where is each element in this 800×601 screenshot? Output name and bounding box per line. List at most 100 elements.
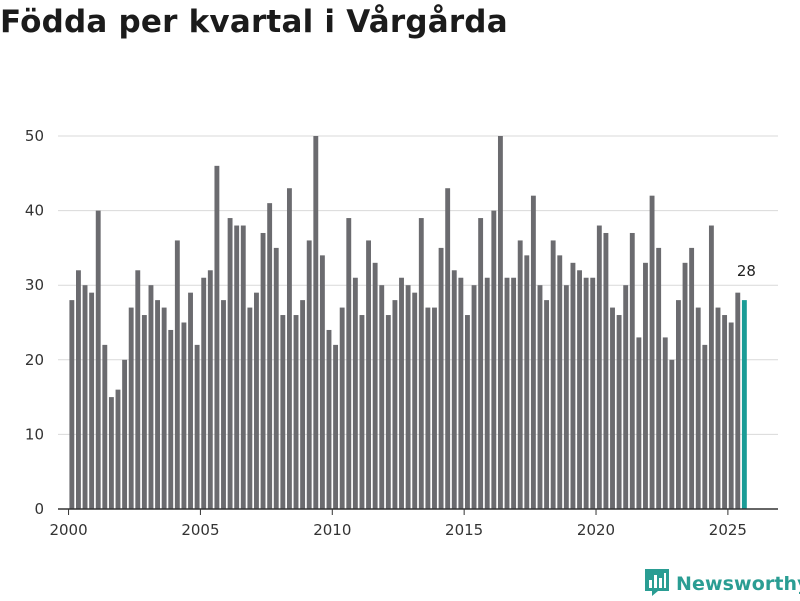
bar <box>537 285 543 509</box>
bar <box>161 307 167 509</box>
bars <box>69 136 747 510</box>
bar <box>339 307 345 509</box>
bar <box>425 307 431 509</box>
bar <box>722 315 728 509</box>
bar <box>623 285 629 509</box>
y-tick-label: 10 <box>25 425 44 443</box>
bar <box>115 389 121 509</box>
x-tick-label: 2020 <box>577 521 615 539</box>
x-tick-label: 2015 <box>445 521 483 539</box>
bar <box>188 292 193 509</box>
bar <box>194 344 200 509</box>
bar <box>484 277 490 509</box>
bar <box>234 225 240 509</box>
bar <box>174 240 180 509</box>
y-tick-label: 30 <box>25 276 44 294</box>
bar <box>471 285 477 509</box>
bar <box>392 300 398 509</box>
bar <box>418 218 424 509</box>
bar <box>379 285 385 509</box>
bar <box>141 315 147 509</box>
bar <box>207 270 213 509</box>
bar <box>451 270 457 509</box>
bar <box>596 225 602 509</box>
bar <box>122 359 128 509</box>
bar-highlight <box>741 300 747 509</box>
bar <box>610 307 615 509</box>
bar <box>267 203 273 509</box>
bar <box>715 307 721 509</box>
bar <box>405 285 411 509</box>
x-tick-label: 2025 <box>709 521 747 539</box>
bar <box>616 315 622 509</box>
bar <box>550 240 556 509</box>
bar <box>300 300 306 509</box>
bar <box>735 292 741 509</box>
bar <box>438 247 444 509</box>
bar <box>689 247 695 509</box>
bar <box>504 277 510 509</box>
bar <box>293 315 299 509</box>
bar <box>359 315 365 509</box>
bar <box>491 210 497 509</box>
x-axis-ticks: 2000 2005 2010 2015 2020 2025 <box>49 509 747 539</box>
bar <box>458 277 464 509</box>
bar <box>728 322 734 509</box>
bar <box>702 344 708 509</box>
data-label-latest: 28 <box>737 262 756 280</box>
bar <box>181 322 187 509</box>
newsworthy-logo-icon <box>644 567 670 601</box>
bar <box>286 188 292 509</box>
bar <box>511 277 517 509</box>
bar <box>102 344 108 509</box>
bar <box>682 262 688 509</box>
bar <box>530 195 536 509</box>
bar <box>148 285 154 509</box>
bar <box>346 218 352 509</box>
bar <box>676 300 681 509</box>
bar <box>656 247 662 509</box>
bar <box>214 165 220 509</box>
bar <box>108 397 114 509</box>
bar <box>69 300 75 509</box>
bar <box>465 315 470 509</box>
bar <box>313 136 319 509</box>
bar <box>76 270 81 509</box>
x-tick-label: 2005 <box>181 521 219 539</box>
bar <box>240 225 246 509</box>
bar <box>695 307 701 509</box>
bar <box>247 307 253 509</box>
bar <box>155 300 160 509</box>
bar <box>95 210 101 509</box>
bar <box>590 277 596 509</box>
y-tick-label: 50 <box>25 127 44 145</box>
brand-name: Newsworthy <box>676 573 800 595</box>
bar <box>636 337 642 509</box>
bar <box>708 225 714 509</box>
bar <box>366 240 371 509</box>
bar <box>260 232 266 510</box>
bar <box>221 300 226 509</box>
bar <box>577 270 582 509</box>
y-axis-ticks: 0 10 20 30 40 50 <box>25 127 44 518</box>
bar <box>629 232 635 510</box>
y-tick-label: 20 <box>25 351 44 369</box>
bar <box>168 329 174 509</box>
bar <box>544 300 550 509</box>
y-tick-label: 0 <box>34 500 44 518</box>
bar <box>399 277 404 509</box>
bar <box>524 255 530 509</box>
bar <box>385 315 391 509</box>
bar <box>649 195 655 509</box>
data-labels: 28 <box>737 262 756 280</box>
bar <box>557 255 563 509</box>
bar <box>643 262 648 509</box>
bar <box>662 337 668 509</box>
bar <box>227 218 233 509</box>
bar <box>669 359 675 509</box>
bar <box>570 262 576 509</box>
bar <box>254 292 259 509</box>
bar <box>82 285 88 509</box>
bar <box>497 136 503 509</box>
